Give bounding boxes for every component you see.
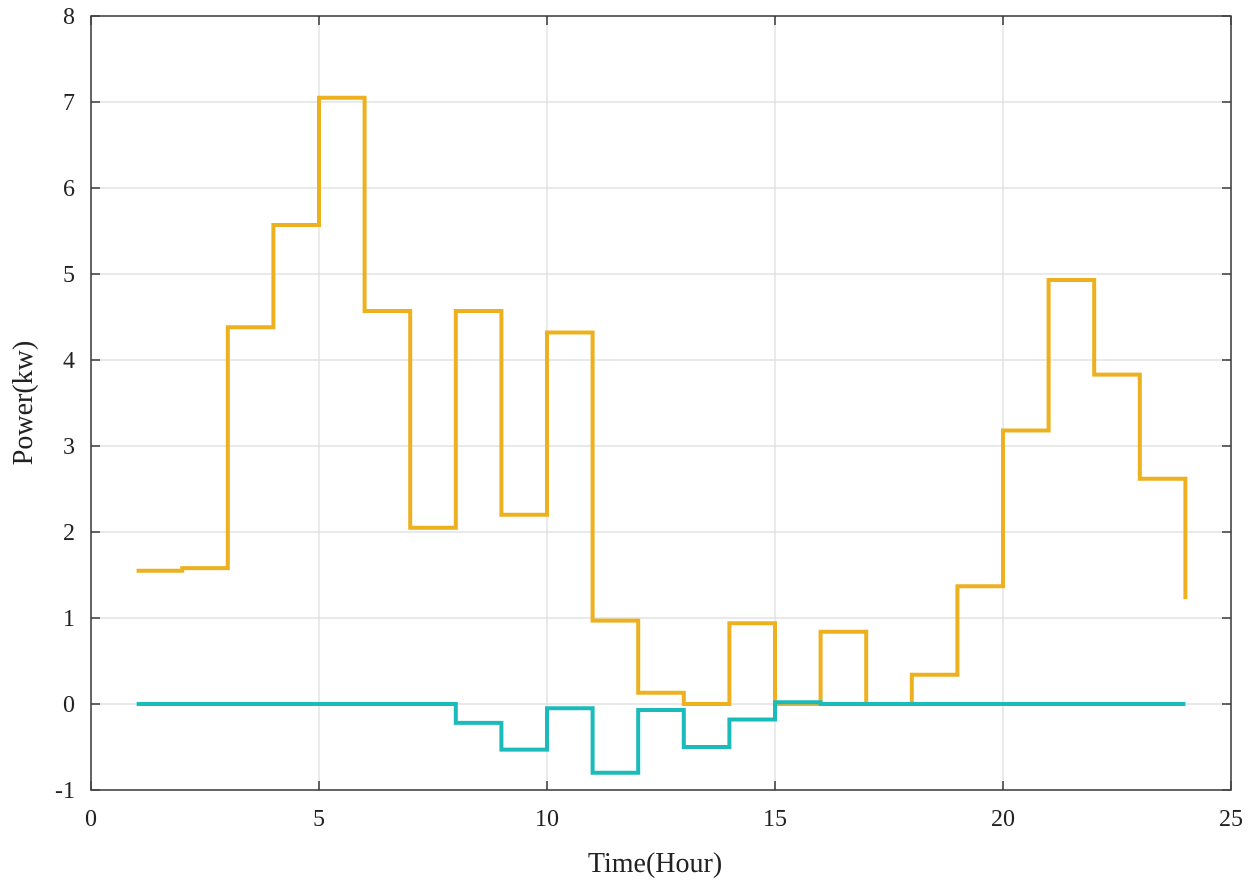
x-tick-label: 20 — [991, 806, 1015, 832]
grid-layer — [91, 16, 1231, 790]
y-tick-label: 4 — [63, 348, 75, 374]
axes-layer — [90, 15, 1232, 791]
tick-label-layer: 0 5 10 15 20 25 -1 0 1 2 3 4 5 6 7 8 — [55, 4, 1243, 832]
series-1 — [136, 95, 1188, 706]
y-tick-label: 6 — [63, 176, 75, 202]
series-1-line — [136, 95, 1188, 706]
y-axis-title: Power(kw) — [8, 341, 39, 465]
series-2-line — [136, 700, 1186, 775]
x-tick-label: 10 — [535, 806, 559, 832]
x-axis-title: Time(Hour) — [588, 848, 722, 879]
series-layer — [136, 95, 1188, 775]
y-tick-label: 8 — [63, 4, 75, 30]
y-tick-label: 7 — [63, 90, 75, 116]
y-tick-label: 0 — [63, 692, 75, 718]
y-tick-label: 2 — [63, 520, 75, 546]
y-tick-label: 3 — [63, 434, 75, 460]
x-tick-label: 0 — [85, 806, 97, 832]
x-tick-label: 25 — [1219, 806, 1243, 832]
series-2 — [136, 700, 1186, 775]
x-tick-label: 15 — [763, 806, 787, 832]
y-tick-label: -1 — [55, 778, 75, 804]
y-tick-label: 1 — [63, 606, 75, 632]
y-tick-label: 5 — [63, 262, 75, 288]
x-tick-label: 5 — [313, 806, 325, 832]
plot-frame — [90, 15, 1232, 791]
